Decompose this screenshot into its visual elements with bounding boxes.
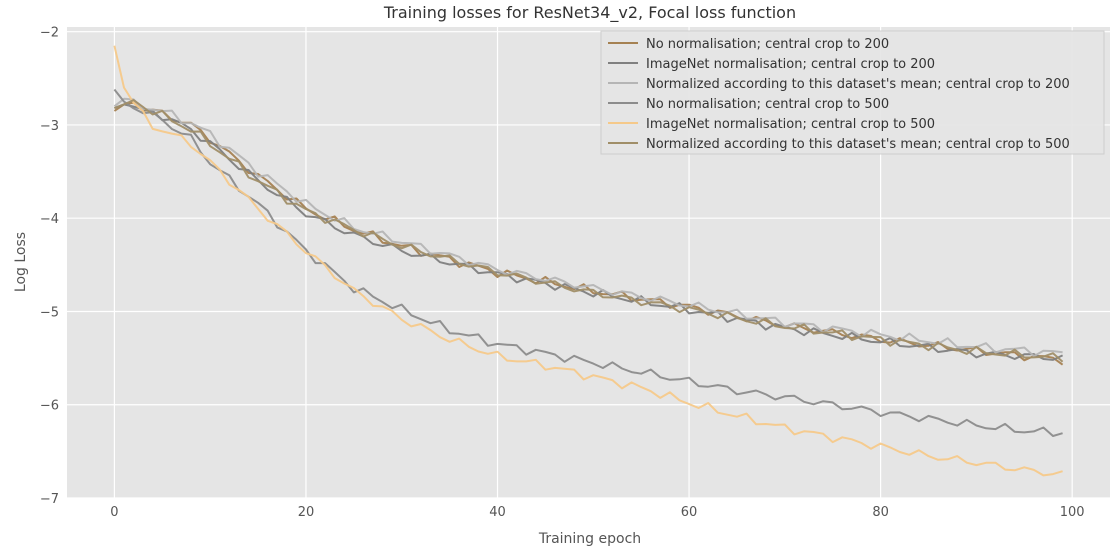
y-axis-ticks: −7 −6 −5 −4 −3 −2: [40, 26, 59, 507]
series-line: [114, 103, 1064, 361]
legend-label: ImageNet normalisation; central crop to …: [646, 117, 935, 132]
y-tick-label: −7: [40, 492, 59, 507]
x-tick-label: 60: [681, 505, 698, 520]
legend-label: No normalisation; central crop to 200: [646, 37, 889, 52]
series-line: [113, 97, 1063, 358]
x-axis-ticks: 0 20 40 60 80 100: [110, 505, 1084, 520]
legend-label: ImageNet normalisation; central crop to …: [646, 57, 935, 72]
x-tick-label: 40: [489, 505, 506, 520]
chart-title: Training losses for ResNet34_v2, Focal l…: [383, 3, 796, 23]
legend-box: [600, 30, 1105, 155]
x-axis-label: Training epoch: [538, 531, 641, 547]
legend-label: No normalisation; central crop to 500: [646, 97, 889, 112]
x-tick-label: 100: [1060, 505, 1085, 520]
x-tick-label: 20: [298, 505, 315, 520]
x-tick-label: 0: [110, 505, 118, 520]
legend: No normalisation; central crop to 200 Ima…: [600, 30, 1105, 155]
series-line: [113, 45, 1063, 477]
series-line: [114, 99, 1064, 363]
y-tick-label: −5: [40, 305, 59, 320]
y-tick-label: −4: [40, 212, 59, 227]
y-tick-label: −3: [40, 119, 59, 134]
y-axis-label: Log Loss: [13, 232, 29, 292]
legend-label: Normalized according to this dataset's m…: [646, 77, 1070, 92]
y-tick-label: −2: [40, 26, 59, 41]
series-line: [113, 88, 1063, 437]
x-tick-label: 80: [872, 505, 889, 520]
series-group: [113, 45, 1064, 477]
legend-label: Normalized according to this dataset's m…: [646, 137, 1070, 152]
y-tick-label: −6: [40, 399, 59, 414]
